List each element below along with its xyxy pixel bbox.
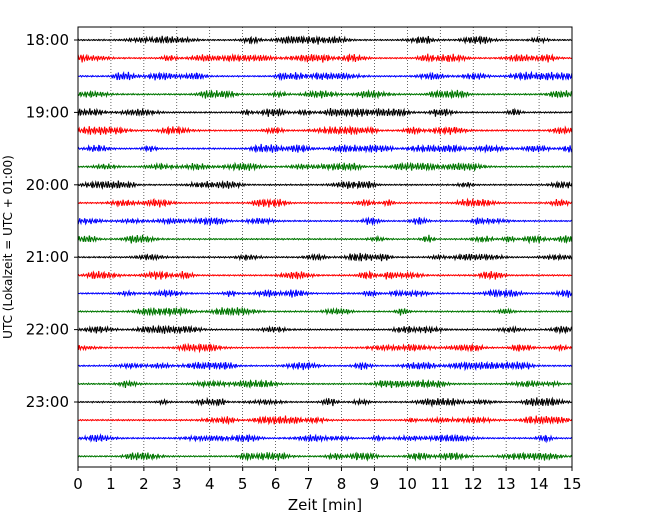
trace-1845 [77,89,573,100]
trace-2100 [77,252,573,262]
trace-2145 [77,306,573,318]
x-tick-label: 14 [530,475,549,493]
plot-frame [77,26,573,468]
x-tick-label: 13 [497,475,516,493]
x-axis-title: Zeit [min] [288,496,362,514]
trace-1930 [77,143,573,154]
y-axis: 18:00 19:00 20:00 21:00 22:00 23:00 [26,31,78,411]
x-tick-label: 15 [562,475,581,493]
trace-1800 [77,35,572,45]
x-tick-label: 8 [337,475,347,493]
trace-2200 [77,324,573,335]
y-axis-title: UTC (Lokalzeit = UTC + 01:00) [1,155,15,339]
trace-2245 [77,378,572,389]
trace-1815 [77,52,573,64]
trace-2000 [77,179,573,190]
trace-2230 [77,360,572,372]
x-tick-label: 5 [238,475,248,493]
x-tick-label: 6 [271,475,281,493]
trace-2015 [77,197,573,208]
trace-2030 [77,216,573,227]
trace-1945 [77,161,572,172]
x-tick-label: 0 [73,475,83,493]
trace-2345 [77,451,573,462]
trace-1900 [77,107,573,118]
x-tick-label: 12 [464,475,483,493]
trace-2300 [77,396,573,408]
trace-2215 [77,342,573,354]
y-tick-label: 19:00 [26,103,69,121]
trace-2115 [77,270,572,281]
x-tick-label: 3 [172,475,182,493]
trace-2315 [77,415,573,426]
x-tick-label: 9 [370,475,380,493]
trace-2045 [77,234,573,245]
x-tick-label: 10 [398,475,417,493]
x-axis: 0 1 2 3 4 5 6 7 8 9 10 11 12 13 14 15 [73,467,582,493]
trace-1830 [77,70,573,82]
y-tick-label: 22:00 [26,321,69,339]
trace-1915 [77,124,573,136]
x-tick-label: 4 [205,475,215,493]
y-tick-label: 21:00 [26,248,69,266]
trace-2130 [77,288,573,298]
y-tick-label: 23:00 [26,393,69,411]
x-tick-label: 1 [106,475,116,493]
y-tick-label: 20:00 [26,176,69,194]
trace-2330 [77,433,572,444]
seismic-traces [77,35,573,462]
x-tick-label: 2 [139,475,149,493]
x-tick-label: 7 [304,475,314,493]
x-tick-label: 11 [431,475,450,493]
grid [110,27,540,467]
y-tick-label: 18:00 [26,31,69,49]
